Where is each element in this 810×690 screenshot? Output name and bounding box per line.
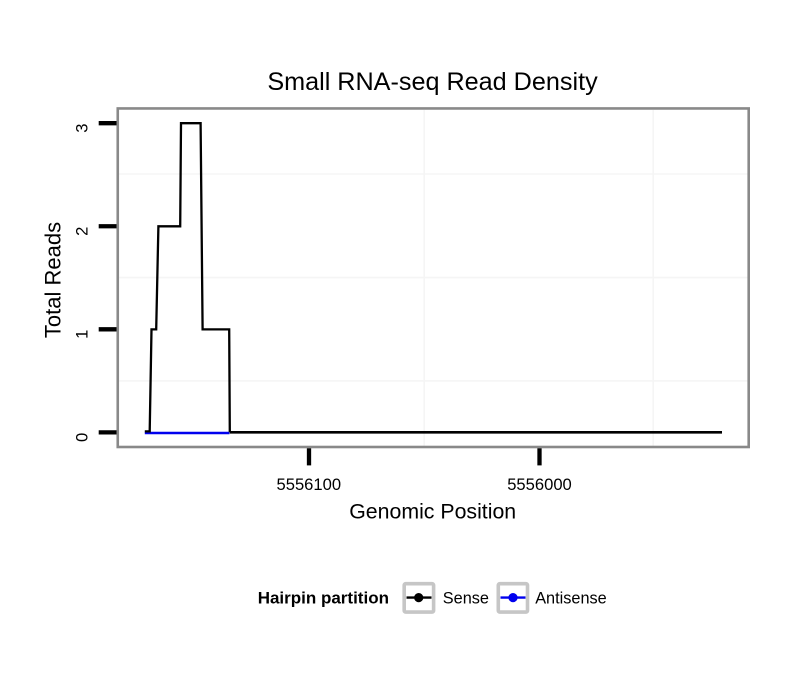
svg-text:Sense: Sense [443, 589, 489, 607]
svg-text:Genomic Position: Genomic Position [349, 500, 516, 524]
svg-text:2: 2 [72, 227, 91, 236]
svg-text:5556000: 5556000 [507, 475, 572, 494]
svg-text:5556100: 5556100 [276, 475, 341, 494]
svg-text:3: 3 [72, 124, 91, 133]
svg-text:Small RNA-seq Read Density: Small RNA-seq Read Density [267, 68, 598, 96]
svg-text:1: 1 [72, 330, 91, 339]
svg-text:0: 0 [72, 433, 91, 442]
svg-text:Antisense: Antisense [535, 589, 607, 607]
svg-text:Total Reads: Total Reads [41, 222, 66, 338]
svg-text:Hairpin partition: Hairpin partition [258, 588, 389, 607]
